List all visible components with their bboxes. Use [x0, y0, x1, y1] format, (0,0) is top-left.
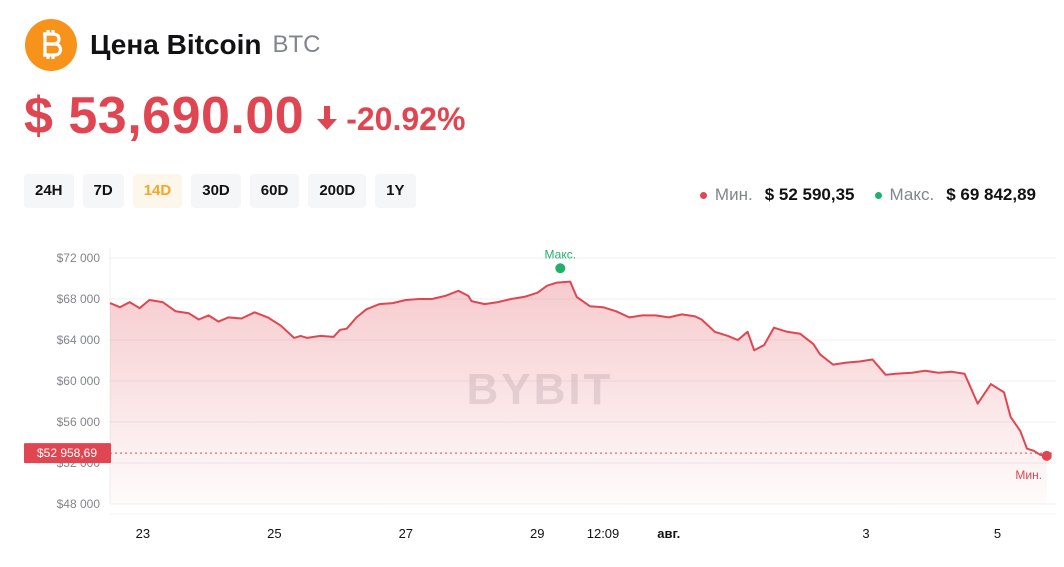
x-tick-label: 23: [136, 526, 150, 541]
range-tab-1y[interactable]: 1Y: [375, 174, 416, 208]
min-value: $ 52 590,35: [764, 185, 855, 204]
x-tick-label: 5: [994, 526, 1001, 541]
price-line[interactable]: [109, 280, 1047, 457]
y-tick-label: $56 000: [57, 415, 101, 429]
y-tick-label: $72 000: [57, 251, 101, 265]
max-label: Макс.: [889, 185, 935, 204]
min-marker-label: Мин.: [1015, 468, 1042, 482]
time-range-tabs: 24H 7D 14D 30D 60D 200D 1Y: [24, 174, 425, 208]
current-price-label: $52 958,69: [37, 446, 97, 460]
max-dot-icon: [874, 191, 882, 199]
min-label: Мин.: [714, 185, 753, 204]
max-marker[interactable]: [555, 263, 566, 274]
x-tick-label: 3: [862, 526, 869, 541]
current-price: $ 53,690.00: [24, 87, 305, 145]
x-tick-label: 12:09: [587, 526, 620, 541]
range-tab-24h[interactable]: 24H: [24, 174, 74, 208]
min-dot-icon: [699, 191, 707, 199]
price-row: $ 53,690.00 -20.92%: [24, 86, 465, 146]
range-tab-30d[interactable]: 30D: [191, 174, 241, 208]
min-max-stats: Мин. $ 52 590,35 Макс. $ 69 842,89: [699, 185, 1036, 205]
price-chart[interactable]: $48 000$52 000$56 000$60 000$64 000$68 0…: [0, 232, 1064, 562]
x-tick-label: авг.: [657, 526, 680, 541]
range-tab-60d[interactable]: 60D: [249, 174, 300, 208]
y-tick-label: $68 000: [57, 292, 101, 306]
bitcoin-icon: [25, 19, 77, 71]
x-tick-label: 25: [267, 526, 281, 541]
header: Цена Bitcoin BTC: [25, 19, 321, 71]
current-price-tag: [24, 443, 111, 464]
y-tick-label: $64 000: [57, 333, 101, 347]
ticker-symbol: BTC: [272, 31, 321, 58]
range-tab-200d[interactable]: 200D: [308, 174, 367, 208]
arrow-down-icon: [316, 105, 338, 136]
price-area: [110, 281, 1047, 504]
range-tab-7d[interactable]: 7D: [82, 174, 124, 208]
x-tick-label: 27: [399, 526, 413, 541]
price-change-percent: -20.92%: [346, 100, 466, 137]
x-tick-label: 29: [530, 526, 544, 541]
max-value: $ 69 842,89: [946, 185, 1036, 204]
min-marker[interactable]: [1041, 450, 1052, 461]
y-tick-label: $48 000: [57, 497, 101, 511]
y-tick-label: $60 000: [57, 374, 101, 388]
range-tab-14d[interactable]: 14D: [132, 174, 183, 208]
page-title: Цена Bitcoin: [90, 29, 262, 60]
max-marker-label: Макс.: [545, 247, 577, 261]
